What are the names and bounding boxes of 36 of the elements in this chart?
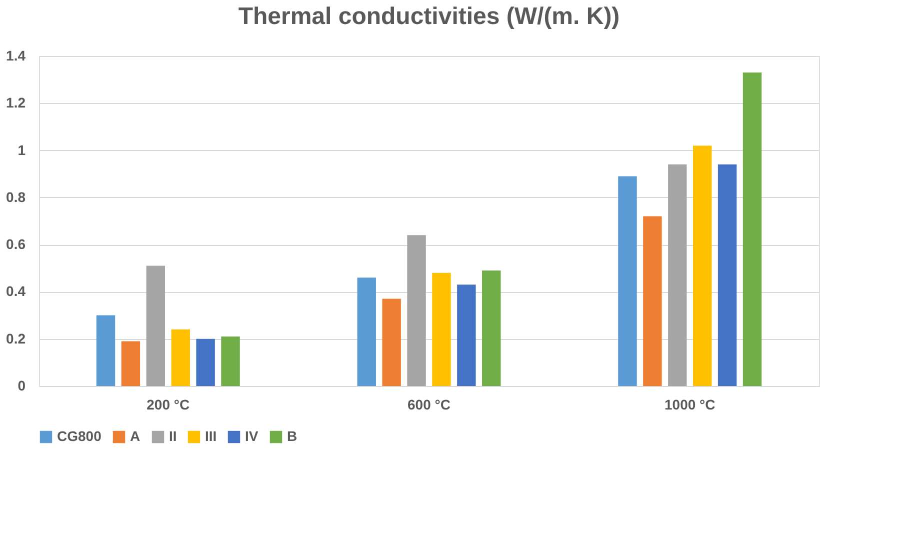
legend-label: B	[287, 428, 298, 444]
bar	[718, 164, 737, 386]
bar	[407, 235, 426, 386]
y-tick-label: 1.4	[6, 48, 26, 64]
legend-label: IV	[245, 428, 259, 444]
legend-label: A	[130, 428, 140, 444]
y-tick-label: 0.4	[6, 283, 26, 300]
y-tick-label: 1.2	[6, 94, 26, 111]
bar	[382, 298, 401, 386]
bar	[357, 278, 376, 386]
bar	[432, 272, 451, 386]
bar	[668, 164, 687, 386]
x-tick-label: 600 °C	[408, 396, 450, 412]
bar	[146, 266, 166, 386]
legend-label: II	[169, 428, 177, 444]
bar	[742, 72, 762, 386]
y-tick-label: 0	[18, 378, 26, 394]
bar	[618, 176, 637, 386]
bar	[96, 315, 116, 386]
y-tick-label: 1	[18, 142, 26, 158]
bar	[643, 216, 662, 386]
bar	[457, 284, 476, 386]
legend-label: CG800	[57, 428, 102, 444]
y-tick-label: 0.8	[6, 188, 26, 205]
legend-label: III	[205, 428, 217, 444]
x-tick-label: 1000 °C	[664, 396, 716, 412]
bar	[692, 146, 712, 386]
bar	[221, 336, 240, 386]
chart-title: Thermal conductivities (W/(m. K))	[238, 3, 620, 30]
bar	[171, 329, 190, 386]
bar	[196, 338, 215, 386]
bar	[121, 341, 140, 386]
bar	[482, 270, 501, 386]
y-tick-label: 0.2	[6, 330, 26, 346]
x-tick-label: 200 °C	[146, 396, 190, 412]
y-tick-label: 0.6	[6, 236, 26, 252]
